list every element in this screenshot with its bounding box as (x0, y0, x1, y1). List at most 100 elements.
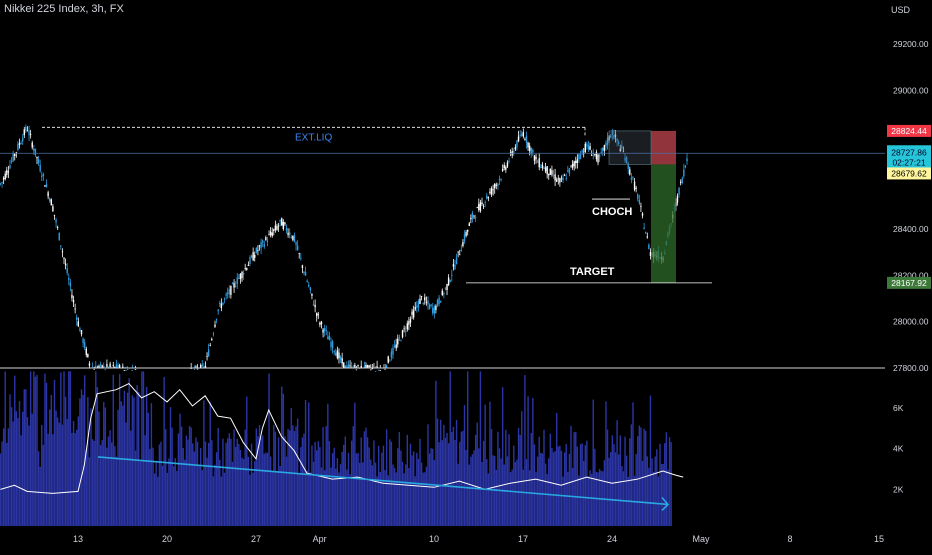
volume-bar (401, 461, 404, 526)
candle-body (468, 223, 470, 226)
candle-body (58, 232, 60, 241)
candle-body (308, 284, 310, 287)
volume-bar (433, 460, 436, 526)
volume-bar (45, 382, 48, 526)
candle-body (53, 214, 56, 216)
volume-bar (554, 451, 556, 526)
volume-bar (228, 433, 230, 526)
volume-bar (443, 424, 445, 526)
candle-body (199, 365, 202, 368)
candle-body (568, 168, 571, 174)
volume-bar (462, 430, 464, 526)
volume-bar (637, 436, 639, 526)
volume-bar (336, 458, 339, 526)
volume-bar (7, 428, 10, 526)
candle-body (242, 272, 245, 275)
candle-body (538, 158, 540, 168)
candle-body (268, 234, 270, 236)
candle-body (424, 297, 426, 301)
candle-body (1, 182, 3, 183)
volume-bar (352, 426, 354, 526)
volume-bar (10, 407, 13, 526)
candle-body (497, 183, 499, 187)
volume-bar (239, 449, 242, 526)
volume-bar (435, 380, 437, 526)
volume-bar (385, 429, 388, 526)
candle-body (630, 177, 633, 180)
volume-bar (95, 371, 97, 526)
candle-body (306, 280, 308, 282)
candle-body (82, 338, 84, 344)
volume-bar (559, 445, 561, 526)
candle-body (649, 251, 652, 256)
volume-bar (508, 434, 510, 526)
volume-bar (408, 467, 410, 526)
volume-bar (373, 440, 375, 526)
volume-bar (90, 408, 92, 526)
volume-bar (227, 438, 229, 526)
volume-bar (214, 464, 216, 526)
volume-bar (341, 451, 343, 526)
candle-body (428, 304, 431, 309)
volume-bar (26, 417, 29, 526)
candle-body (371, 368, 374, 370)
volume-bar (295, 426, 297, 526)
volume-ma-line (0, 382, 684, 494)
volume-bar (63, 371, 65, 526)
candle-body (333, 350, 335, 353)
candle-body (435, 305, 437, 311)
price-axis-tick: 28200.00 (893, 270, 929, 280)
stop-price-label-bg (887, 124, 931, 137)
volume-bar (242, 458, 245, 526)
volume-bar (168, 458, 170, 526)
volume-bar (41, 424, 43, 526)
candle-body (514, 146, 517, 150)
volume-bar (287, 428, 289, 526)
volume-bar (234, 446, 237, 526)
volume-bar (333, 447, 335, 526)
volume-bar (174, 458, 176, 526)
candle-body (123, 370, 126, 372)
candle-body (532, 149, 534, 153)
candle-body (444, 287, 447, 289)
volume-bar (120, 401, 122, 526)
volume-bar (304, 399, 307, 526)
candle-body (193, 368, 196, 370)
candle-body (239, 273, 242, 280)
volume-bar (252, 472, 254, 526)
candle-body (446, 284, 448, 290)
volume-bar (306, 470, 308, 526)
candle-body (370, 369, 372, 371)
volume-bar (370, 459, 372, 526)
volume-bar (152, 447, 154, 526)
volume-trendline (97, 456, 669, 506)
volume-bar (344, 436, 347, 526)
candle-body (339, 356, 342, 360)
volume-bar (117, 409, 119, 526)
volume-bar (662, 464, 664, 526)
candle-body (319, 322, 321, 325)
candle-body (486, 195, 488, 199)
candle-body (103, 365, 105, 368)
candle-body (506, 162, 509, 167)
candle-body (296, 245, 299, 251)
candle-body (228, 289, 230, 294)
price-axis-tick: 28400.00 (893, 224, 929, 234)
volume-bar (199, 448, 202, 526)
volume-bar (207, 442, 210, 526)
candle-body (644, 232, 647, 234)
volume-bar (308, 402, 310, 526)
volume-bar (130, 430, 132, 526)
candle-body (420, 296, 423, 297)
candle-body (627, 163, 629, 169)
volume-bar (282, 393, 285, 526)
volume-bar (31, 413, 33, 526)
candle-body (584, 143, 586, 153)
volume-bar (387, 475, 389, 526)
candle-body (347, 364, 350, 368)
candle-body (246, 268, 248, 270)
candle-body (298, 253, 300, 254)
ext-liq-label: EXT.LIQ (295, 132, 332, 143)
